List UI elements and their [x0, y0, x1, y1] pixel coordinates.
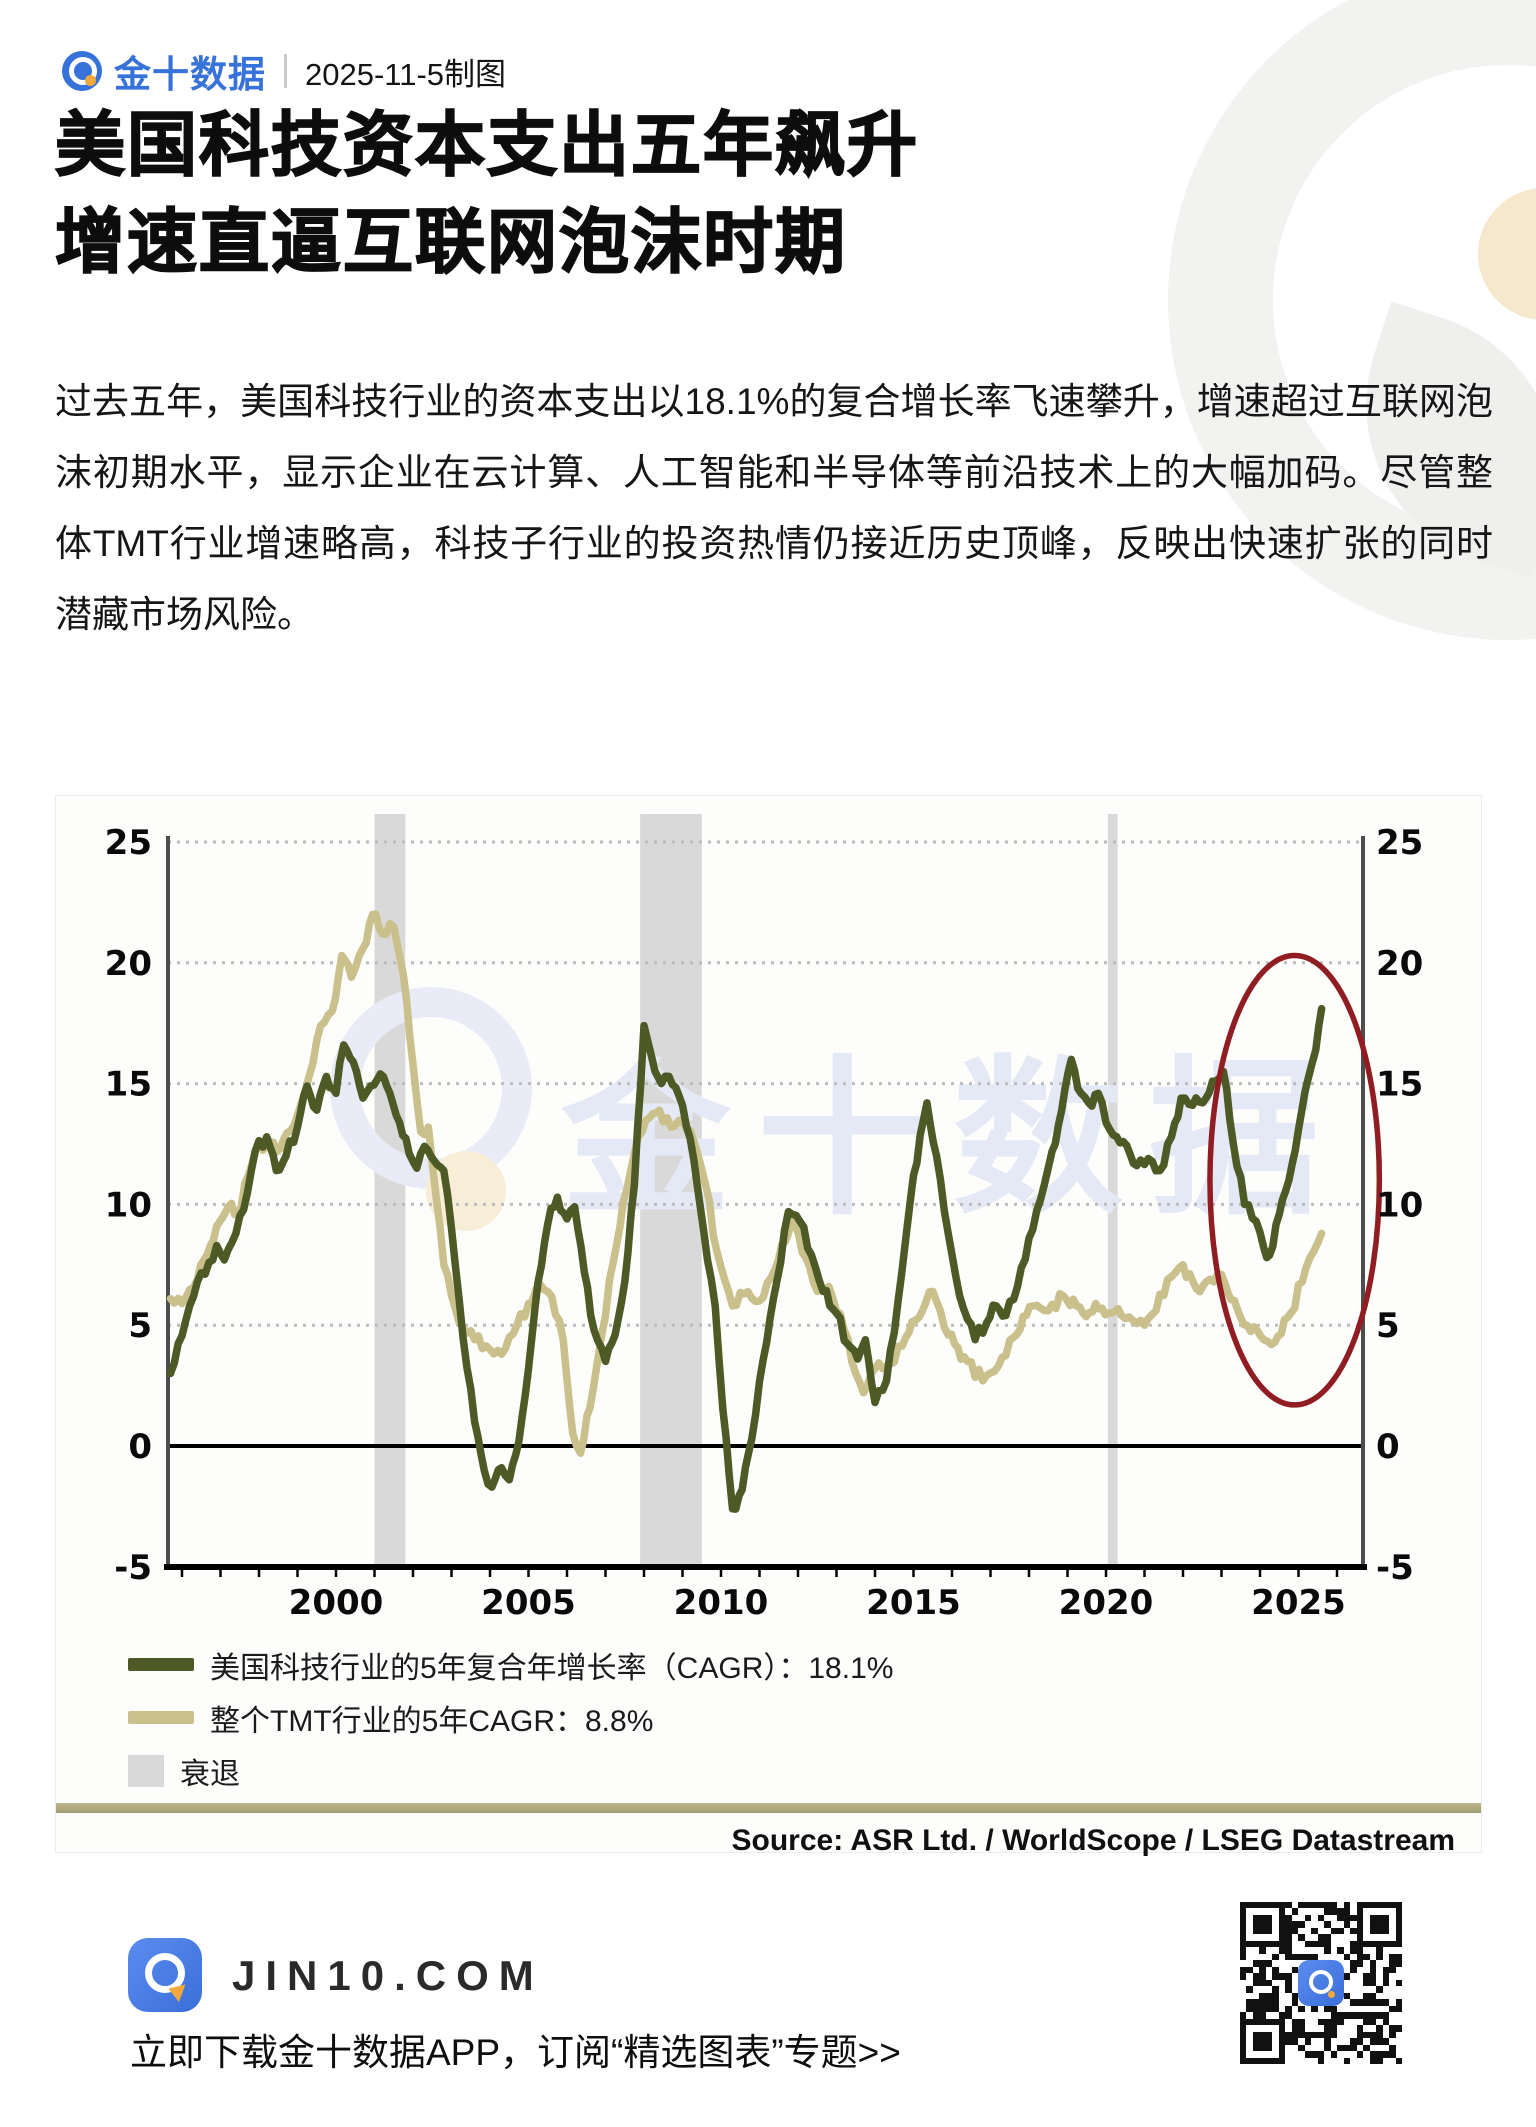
- svg-text:25: 25: [1376, 823, 1423, 863]
- legend-swatch-recession: [128, 1754, 164, 1787]
- legend-label-us-tech: 美国科技行业的5年复合年增长率（CAGR）：18.1%: [210, 1651, 894, 1685]
- svg-text:15: 15: [105, 1065, 152, 1105]
- jin10-logo-icon: [62, 51, 102, 91]
- svg-text:10: 10: [1376, 1185, 1423, 1225]
- download-cta-link[interactable]: 立即下载金十数据APP，订阅“精选图表”专题>>: [130, 2032, 901, 2073]
- legend-label-tmt: 整个TMT行业的5年CAGR：8.8%: [210, 1704, 654, 1738]
- svg-text:-5: -5: [114, 1548, 152, 1588]
- svg-text:20: 20: [105, 944, 152, 984]
- legend-item-recession: 衰退: [128, 1744, 1481, 1797]
- header-divider: [284, 54, 287, 88]
- svg-text:2025: 2025: [1251, 1583, 1346, 1623]
- svg-text:2020: 2020: [1059, 1583, 1154, 1623]
- svg-text:10: 10: [105, 1185, 152, 1225]
- svg-text:0: 0: [128, 1427, 152, 1467]
- chart-date-note: 2025-11-5制图: [305, 56, 507, 92]
- qr-center-logo-icon: [1298, 1960, 1344, 2006]
- svg-text:15: 15: [1376, 1065, 1423, 1105]
- svg-text:2010: 2010: [674, 1583, 769, 1623]
- chart-panel: 金十数据 -5 -5 0 0 5 5 10 10 15 15 20 20 25 25 2000 2005 2010…: [55, 795, 1482, 1857]
- source-credit: Source: ASR Ltd. / WorldScope / LSEG Dat…: [731, 1824, 1455, 1857]
- title-line-1: 美国科技资本支出五年飙升: [54, 107, 919, 186]
- legend-label-recession: 衰退: [180, 1757, 240, 1791]
- jin10-app-icon: [128, 1938, 202, 2012]
- svg-text:-5: -5: [1376, 1548, 1414, 1588]
- svg-text:2015: 2015: [866, 1583, 961, 1623]
- svg-text:5: 5: [128, 1306, 152, 1346]
- svg-text:金十数据: 金十数据: [560, 1041, 1345, 1239]
- header: 金十数据 2025-11-5制图: [62, 44, 506, 98]
- page-title: 美国科技资本支出五年飙升 增速直逼互联网泡沫时期: [54, 98, 919, 292]
- svg-text:2005: 2005: [481, 1583, 576, 1623]
- brand-name: 金十数据: [114, 54, 266, 95]
- legend-swatch-tmt: [128, 1711, 194, 1724]
- legend-item-tmt: 整个TMT行业的5年CAGR：8.8%: [128, 1691, 1481, 1744]
- qr-code: [1240, 1902, 1402, 2064]
- svg-text:25: 25: [105, 823, 152, 863]
- svg-text:20: 20: [1376, 944, 1423, 984]
- site-name: JIN10.COM: [232, 1952, 544, 1999]
- svg-text:2000: 2000: [289, 1583, 384, 1623]
- svg-text:0: 0: [1376, 1427, 1400, 1467]
- svg-text:5: 5: [1376, 1306, 1400, 1346]
- legend-swatch-us-tech: [128, 1658, 194, 1671]
- title-line-2: 增速直逼互联网泡沫时期: [54, 204, 847, 283]
- legend-source-divider: [56, 1803, 1481, 1813]
- chart-legend: 美国科技行业的5年复合年增长率（CAGR）：18.1% 整个TMT行业的5年CA…: [56, 1638, 1481, 1797]
- summary-paragraph: 过去五年，美国科技行业的资本支出以18.1%的复合增长率飞速攀升，增速超过互联网…: [55, 381, 1493, 636]
- legend-item-us-tech: 美国科技行业的5年复合年增长率（CAGR）：18.1%: [128, 1638, 1481, 1691]
